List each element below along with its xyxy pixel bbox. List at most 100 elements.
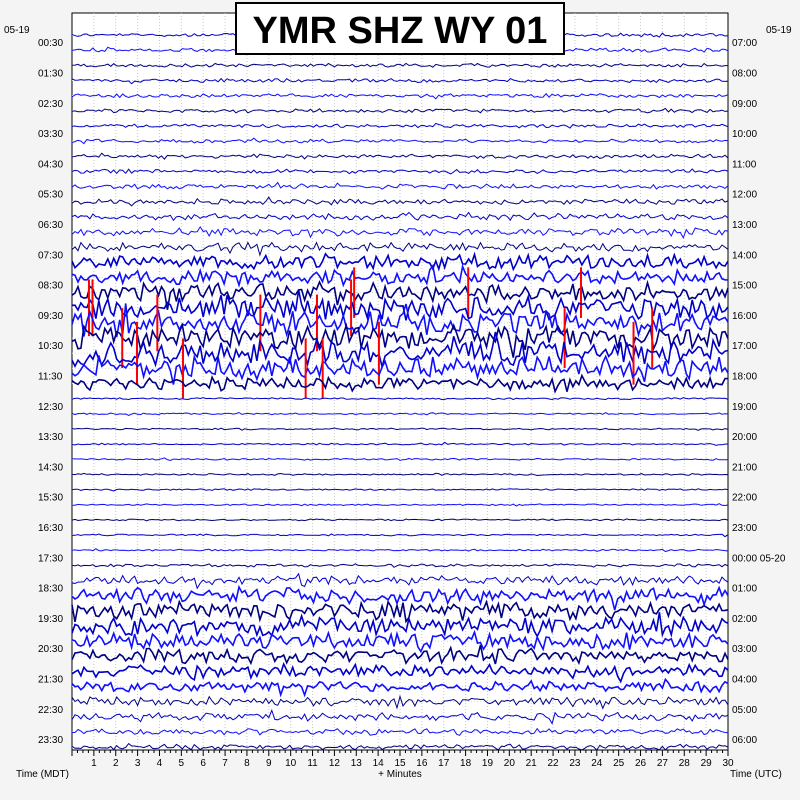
trace-row [71, 644, 729, 666]
left-time-label: 08:30 [38, 281, 63, 292]
trace-row [71, 629, 729, 654]
trace-row [71, 397, 729, 401]
trace-row [71, 92, 729, 100]
trace-row [71, 241, 729, 257]
left-time-label: 17:30 [38, 553, 63, 564]
x-tick-label: 9 [266, 758, 272, 769]
seismic-traces [71, 31, 729, 752]
left-axis-label: Time (MDT) [16, 769, 69, 780]
x-tick-label: 14 [373, 758, 385, 769]
right-time-label: 02:00 [732, 614, 757, 625]
x-tick-label: 23 [569, 758, 581, 769]
right-time-label: 06:00 [732, 735, 757, 746]
trace-row [71, 263, 729, 288]
x-tick-label: 12 [329, 758, 341, 769]
right-time-label: 11:00 [732, 159, 757, 170]
left-time-label: 00:30 [38, 38, 63, 49]
left-time-label: 01:30 [38, 68, 63, 79]
x-tick-label: 4 [157, 758, 163, 769]
left-time-label: 23:30 [38, 735, 63, 746]
trace-row [71, 196, 729, 207]
x-tick-label: 6 [200, 758, 206, 769]
right-time-label: 16:00 [732, 311, 757, 322]
x-tick-label: 22 [548, 758, 560, 769]
left-time-label: 22:30 [38, 705, 63, 716]
right-time-label: 12:00 [732, 190, 757, 201]
trace-row [71, 373, 728, 394]
trace-row [72, 457, 728, 462]
trace-row [71, 472, 729, 477]
x-tick-label: 25 [613, 758, 625, 769]
trace-row [71, 181, 729, 190]
trace-row [71, 727, 729, 736]
trace-row [71, 251, 729, 272]
x-tick-label: 21 [526, 758, 538, 769]
left-time-label: 21:30 [38, 674, 63, 685]
trace-row [71, 107, 729, 114]
trace-row [71, 331, 729, 370]
x-tick-label: 15 [394, 758, 406, 769]
left-time-label: 02:30 [38, 99, 63, 110]
right-time-label: 18:00 [732, 371, 757, 382]
left-time-label: 06:30 [38, 220, 63, 231]
x-tick-label: 18 [460, 758, 472, 769]
trace-row [71, 62, 728, 68]
right-time-label: 23:00 [732, 523, 757, 534]
trace-row [71, 563, 729, 568]
right-time-label: 15:00 [732, 281, 757, 292]
x-tick-label: 19 [482, 758, 494, 769]
trace-row [71, 661, 729, 684]
right-time-label: 19:00 [732, 402, 757, 413]
trace-row [71, 742, 729, 752]
trace-row [71, 427, 729, 431]
right-time-label: 09:00 [732, 99, 757, 110]
left-time-label: 14:30 [38, 462, 63, 473]
right-time-label: 20:00 [732, 432, 757, 443]
right-time-label: 01:00 [732, 584, 757, 595]
x-tick-label: 1 [91, 758, 97, 769]
x-tick-label: 30 [722, 758, 734, 769]
trace-row [71, 572, 729, 590]
trace-row [71, 503, 729, 507]
left-time-label: 15:30 [38, 493, 63, 504]
trace-row [71, 279, 729, 310]
x-tick-label: 20 [504, 758, 516, 769]
left-time-label: 13:30 [38, 432, 63, 443]
left-time-label: 04:30 [38, 159, 63, 170]
trace-row [71, 599, 729, 624]
trace-row [71, 518, 729, 522]
right-time-label: 13:00 [732, 220, 757, 231]
x-tick-label: 3 [135, 758, 141, 769]
trace-row [71, 77, 729, 85]
right-time-label: 14:00 [732, 250, 757, 261]
left-time-label: 10:30 [38, 341, 63, 352]
left-time-label: 09:30 [38, 311, 63, 322]
right-time-label: 05:00 [732, 705, 757, 716]
left-time-label: 12:30 [38, 402, 63, 413]
right-time-label: 17:00 [732, 341, 757, 352]
right-time-label: 08:00 [732, 68, 757, 79]
x-axis-label: + Minutes [378, 769, 422, 780]
right-time-label: 07:00 [732, 38, 757, 49]
trace-row [71, 708, 729, 725]
x-tick-label: 28 [679, 758, 691, 769]
x-tick-label: 8 [244, 758, 250, 769]
left-time-label: 07:30 [38, 250, 63, 261]
x-tick-label: 2 [113, 758, 119, 769]
left-time-label: 11:30 [38, 371, 63, 382]
x-tick-label: 10 [285, 758, 297, 769]
x-axis-ticks: 1 2 3 4 5 6 7 8 9 10 11 12 13 14 15 16 17 18 19 20 21 22 23 24 2… [71, 750, 734, 769]
trace-row [71, 694, 729, 710]
chart-title: YMR SHZ WY 01 [253, 10, 548, 52]
x-tick-label: 7 [222, 758, 228, 769]
x-tick-label: 11 [307, 758, 318, 769]
trace-row [71, 168, 729, 175]
trace-row [71, 289, 729, 321]
right-time-label: 22:00 [732, 493, 757, 504]
time-labels: 00:30 01:30 02:30 03:30 04:30 05:30 06:30 07:30… [38, 38, 786, 746]
x-tick-label: 29 [701, 758, 713, 769]
left-time-label: 18:30 [38, 584, 63, 595]
x-tick-label: 27 [657, 758, 669, 769]
trace-row [71, 548, 729, 553]
